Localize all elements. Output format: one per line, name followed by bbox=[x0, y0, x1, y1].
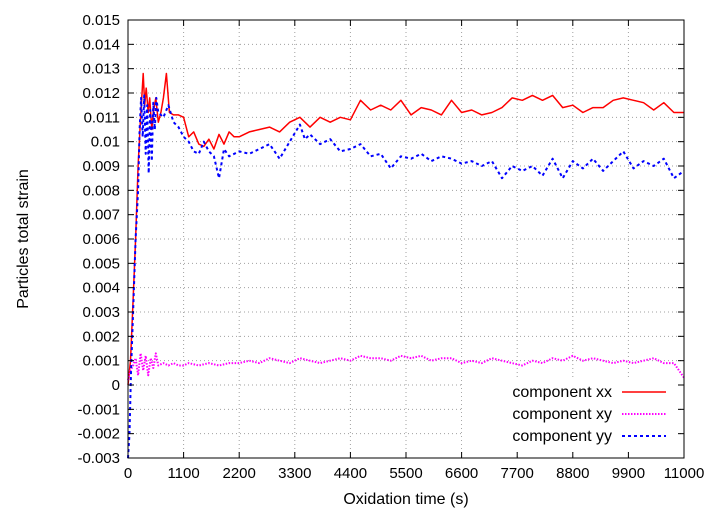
x-tick-label: 2200 bbox=[223, 465, 256, 482]
x-tick-label: 1100 bbox=[167, 465, 199, 482]
y-tick-label: -0.001 bbox=[77, 401, 120, 418]
x-tick-label: 7700 bbox=[501, 465, 534, 482]
x-tick-label: 8800 bbox=[556, 465, 589, 482]
ticks bbox=[127, 19, 685, 459]
y-tick-label: 0.006 bbox=[82, 231, 120, 248]
legend-label: component xx bbox=[512, 384, 612, 401]
series-line-2 bbox=[127, 352, 685, 381]
x-tick-label: 9900 bbox=[612, 465, 645, 482]
series-line-3 bbox=[127, 94, 685, 459]
y-tick-label: 0.008 bbox=[82, 182, 120, 199]
y-tick-label: 0 bbox=[112, 377, 120, 394]
x-tick-label: 3300 bbox=[278, 465, 311, 482]
y-tick-label: 0.01 bbox=[91, 134, 120, 151]
y-tick-label: 0.013 bbox=[82, 61, 120, 78]
series-group bbox=[127, 72, 685, 459]
legend-label: component xy bbox=[512, 406, 612, 423]
y-tick-label: 0.002 bbox=[82, 328, 120, 345]
legend-background bbox=[462, 378, 678, 452]
x-tick-label: 4400 bbox=[334, 465, 367, 482]
x-axis-title: Oxidation time (s) bbox=[343, 491, 468, 508]
y-tick-label: -0.003 bbox=[77, 450, 120, 467]
y-tick-label: 0.014 bbox=[82, 36, 120, 53]
y-tick-label: 0.009 bbox=[82, 158, 120, 175]
y-tick-label: 0.004 bbox=[82, 280, 120, 297]
y-tick-label: 0.001 bbox=[82, 353, 120, 370]
grid bbox=[128, 20, 684, 458]
x-tick-label: 5500 bbox=[389, 465, 422, 482]
series-line-1 bbox=[127, 72, 684, 386]
x-tick-label: 0 bbox=[124, 465, 132, 482]
x-tick-label: 6600 bbox=[445, 465, 478, 482]
y-tick-label: 0.012 bbox=[82, 85, 120, 102]
tick-labels: 0 1100 2200 3300 4400 5500 6600 7700 8800 9900 110… bbox=[77, 12, 704, 482]
y-tick-label: 0.005 bbox=[82, 255, 120, 272]
legend: component xx component xy component yy bbox=[462, 378, 678, 452]
y-tick-label: 0.007 bbox=[82, 207, 120, 224]
y-axis-title: Particles total strain bbox=[15, 169, 32, 309]
y-tick-label: 0.011 bbox=[84, 109, 120, 126]
y-tick-label: -0.002 bbox=[77, 426, 120, 443]
legend-label: component yy bbox=[512, 428, 612, 445]
y-tick-label: 0.003 bbox=[82, 304, 120, 321]
x-tick-label: 11000 bbox=[664, 465, 705, 482]
y-tick-label: 0.015 bbox=[82, 12, 120, 29]
